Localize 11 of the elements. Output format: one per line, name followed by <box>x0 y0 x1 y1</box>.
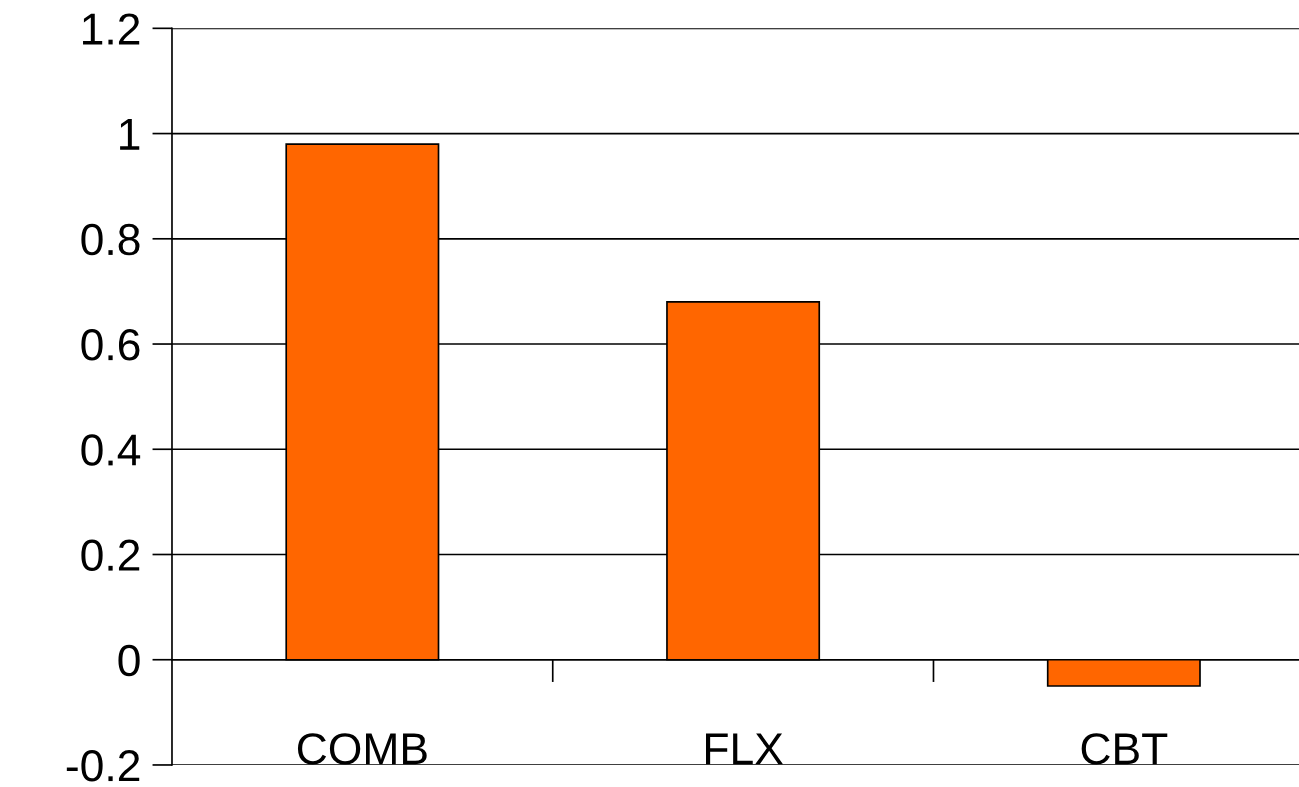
x-tick-label: COMB <box>297 733 427 765</box>
y-tick-label: 0 <box>118 644 140 677</box>
x-tick-label: CBT <box>1081 733 1168 765</box>
y-tick-label: 0.4 <box>81 434 141 466</box>
y-tick-label: -0.2 <box>66 750 140 782</box>
y-tick-label: 0.2 <box>81 539 140 572</box>
y-tick-label: 1.2 <box>83 13 140 45</box>
x-tick-label: FLX <box>706 733 783 765</box>
y-tick-label: 0.8 <box>81 223 140 256</box>
y-tick-label: 1 <box>120 119 140 150</box>
y-tick-label: 0.6 <box>81 329 140 361</box>
